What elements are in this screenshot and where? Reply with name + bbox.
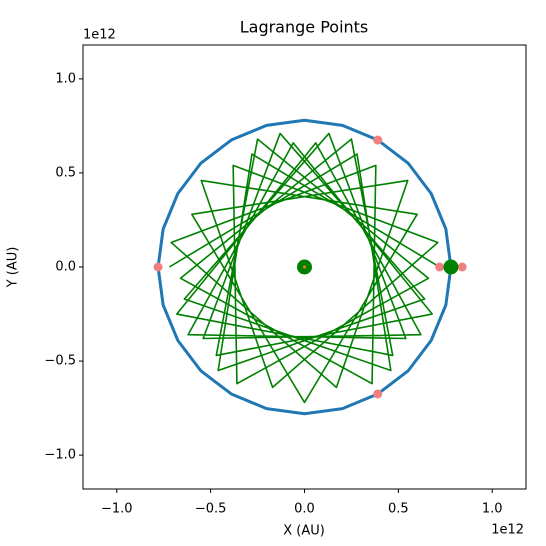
x-tick-label: −1.0 [101,502,133,517]
point [373,389,383,399]
x-tick-label: −0.5 [195,502,227,517]
y-tick-label: −1.0 [44,448,76,463]
point [373,135,383,145]
series-line [168,132,441,404]
point [435,262,445,272]
x-tick-label: 0.5 [388,502,409,517]
y-axis-label: Y (AU) [6,247,21,289]
x-tick-label: 0.0 [294,502,315,517]
chart-title: Lagrange Points [240,18,369,37]
point [457,262,467,272]
point [153,262,163,272]
x-axis-label: X (AU) [283,524,325,539]
x-tick-label: 1.0 [482,502,503,517]
point [443,259,459,275]
y-tick-label: 0.0 [55,260,76,275]
x-offset-text: 1e12 [491,523,524,538]
plot-area [153,118,467,416]
y-tick-label: 1.0 [55,71,76,86]
y-offset-text: 1e12 [83,28,116,43]
y-tick-label: 0.5 [55,165,76,180]
y-tick-label: −0.5 [44,354,76,369]
point [303,265,306,269]
